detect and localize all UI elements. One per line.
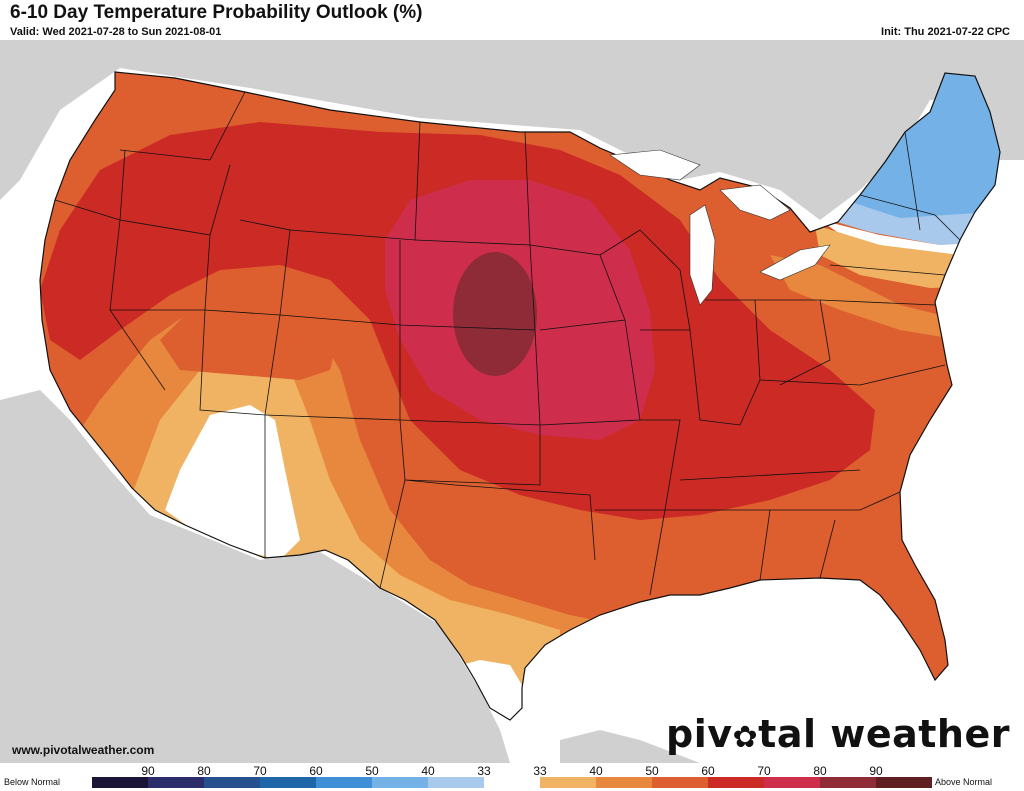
legend-swatch bbox=[204, 777, 260, 788]
legend-swatch bbox=[652, 777, 708, 788]
legend-tick-label: 60 bbox=[701, 764, 715, 778]
legend-tick-label: 90 bbox=[869, 764, 883, 778]
legend-tick-label: 40 bbox=[421, 764, 435, 778]
legend-tick-label: 70 bbox=[757, 764, 771, 778]
legend-color-bar bbox=[92, 777, 932, 788]
legend-swatch bbox=[708, 777, 764, 788]
outlook-map bbox=[0, 40, 1024, 763]
legend-below-label: Below Normal bbox=[4, 777, 61, 787]
legend-swatch bbox=[372, 777, 428, 788]
valid-period: Valid: Wed 2021-07-28 to Sun 2021-08-01 bbox=[10, 26, 222, 38]
legend-swatch bbox=[316, 777, 372, 788]
legend-swatch bbox=[820, 777, 876, 788]
legend-tick-label: 70 bbox=[253, 764, 267, 778]
website-label: www.pivotalweather.com bbox=[12, 743, 155, 757]
init-info: Init: Thu 2021-07-22 CPC bbox=[881, 26, 1010, 38]
legend-tick-label: 60 bbox=[309, 764, 323, 778]
legend-swatch bbox=[540, 777, 596, 788]
legend-swatch bbox=[428, 777, 484, 788]
legend-tick-label: 40 bbox=[589, 764, 603, 778]
color-legend: Below Normal Above Normal 90 80 70 60 50 40 33… bbox=[0, 763, 1024, 791]
legend-swatch bbox=[876, 777, 932, 788]
legend-swatch bbox=[92, 777, 148, 788]
legend-tick-label: 33 bbox=[533, 764, 547, 778]
legend-tick-label: 50 bbox=[365, 764, 379, 778]
legend-tick-label: 33 bbox=[477, 764, 491, 778]
legend-tick-label: 90 bbox=[141, 764, 155, 778]
legend-swatch bbox=[596, 777, 652, 788]
brand-left: piv bbox=[666, 712, 733, 756]
legend-swatch bbox=[484, 777, 540, 788]
pivotal-weather-logo: piv✿tal weather bbox=[666, 712, 1010, 756]
legend-swatch bbox=[764, 777, 820, 788]
legend-tick-label: 50 bbox=[645, 764, 659, 778]
legend-tick-label: 80 bbox=[813, 764, 827, 778]
page-title: 6-10 Day Temperature Probability Outlook… bbox=[10, 2, 423, 23]
brand-right: tal weather bbox=[758, 712, 1010, 756]
map-graphic bbox=[0, 40, 1024, 763]
gear-icon: ✿ bbox=[732, 720, 759, 755]
legend-tick-label: 80 bbox=[197, 764, 211, 778]
legend-above-label: Above Normal bbox=[935, 777, 993, 787]
legend-swatch bbox=[260, 777, 316, 788]
legend-swatch bbox=[148, 777, 204, 788]
